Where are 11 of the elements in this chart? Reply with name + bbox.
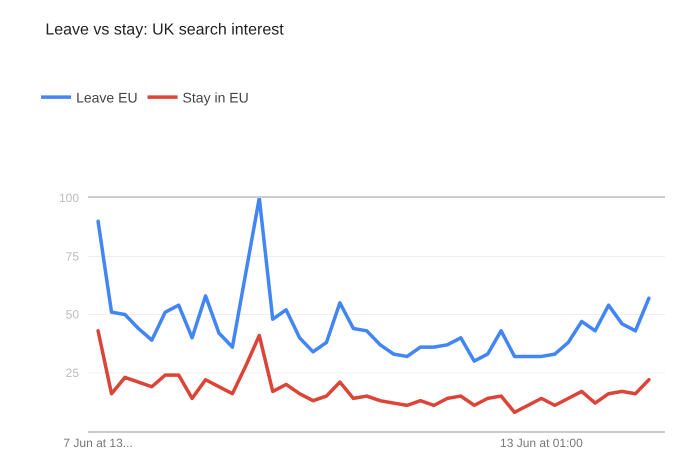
x-tick-label: 13 Jun at 01:00 — [500, 436, 584, 450]
y-tick-label: 25 — [66, 366, 80, 380]
legend-label: Leave EU — [76, 90, 138, 106]
chart-title: Leave vs stay: UK search interest — [45, 21, 284, 38]
line-series — [96, 329, 651, 414]
legend-label: Stay in EU — [182, 90, 249, 106]
y-tick-label: 100 — [58, 191, 80, 206]
y-tick-label: 75 — [66, 249, 80, 264]
y-tick-label: 50 — [66, 308, 80, 322]
line-series — [96, 198, 651, 363]
x-tick-label: 7 Jun at 13... — [63, 436, 133, 450]
